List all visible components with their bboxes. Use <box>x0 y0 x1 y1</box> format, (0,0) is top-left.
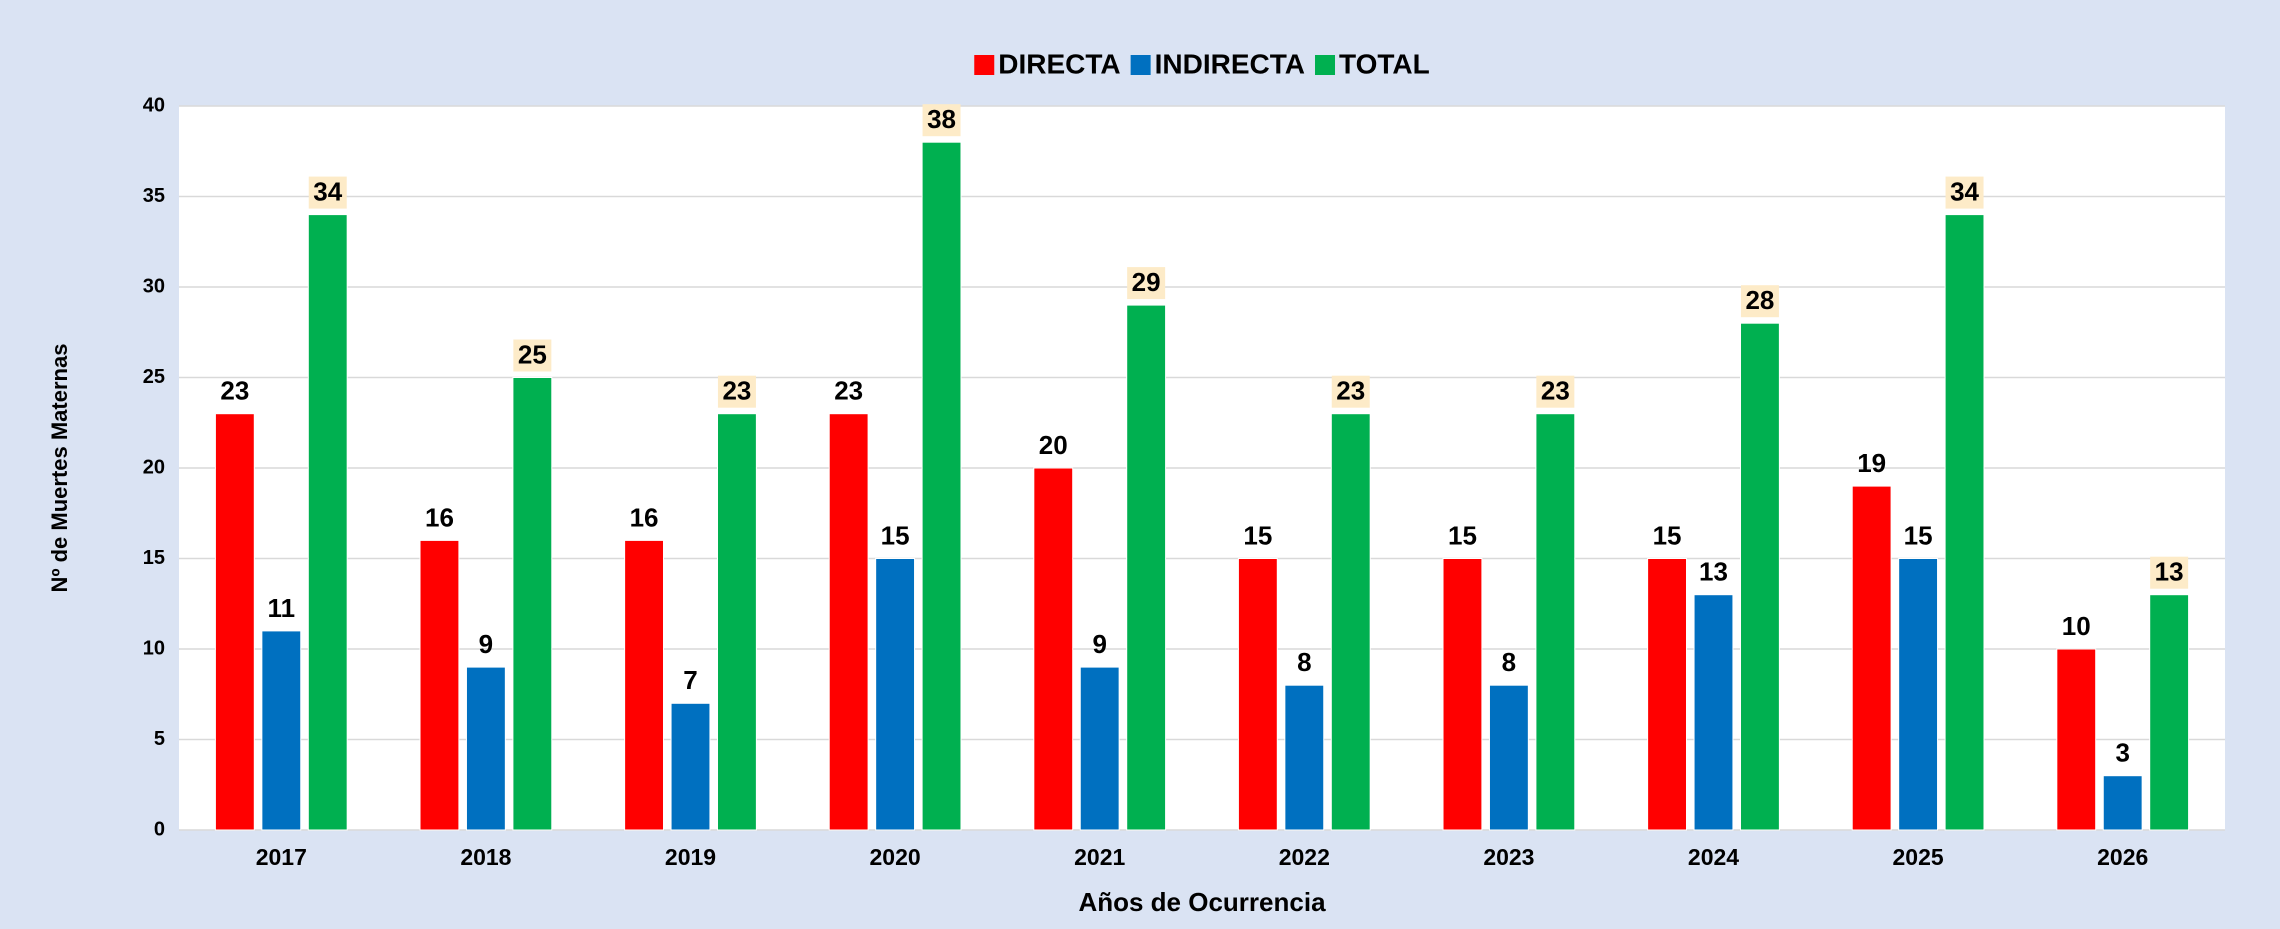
data-label: 38 <box>927 104 956 134</box>
bar <box>1284 684 1325 831</box>
bar <box>1535 413 1576 831</box>
label-background <box>1331 375 1370 408</box>
y-tick-label: 30 <box>143 275 165 297</box>
label-background <box>717 375 756 408</box>
y-tick-label: 0 <box>154 818 165 840</box>
label-background <box>922 104 961 137</box>
label-background <box>2150 556 2189 589</box>
label-background <box>513 339 552 372</box>
bar <box>921 141 962 831</box>
legend-label: INDIRECTA <box>1155 48 1305 79</box>
bar <box>2149 594 2190 831</box>
data-label: 8 <box>1297 647 1311 677</box>
legend-swatch <box>1315 55 1336 75</box>
bar <box>828 413 869 831</box>
bar <box>1330 413 1371 831</box>
x-tick-label: 2023 <box>1483 844 1534 870</box>
x-tick-label: 2024 <box>1688 844 1739 870</box>
bar <box>1944 214 1985 831</box>
bar <box>1647 558 1687 831</box>
data-label: 3 <box>2115 738 2129 768</box>
bar <box>2056 648 2097 831</box>
data-label: 8 <box>1502 647 1516 677</box>
x-tick-label: 2018 <box>460 844 511 870</box>
y-tick-label: 15 <box>143 547 165 569</box>
data-label: 34 <box>1950 176 1979 206</box>
bar <box>717 413 757 831</box>
legend-label: DIRECTA <box>998 48 1120 79</box>
data-label: 7 <box>683 665 697 695</box>
y-tick-label: 25 <box>143 366 165 388</box>
legend-swatch <box>974 55 995 75</box>
data-label: 15 <box>1904 520 1933 550</box>
bar <box>1488 684 1529 831</box>
label-background <box>1945 176 1984 209</box>
data-label: 15 <box>1653 520 1682 550</box>
bar <box>1442 558 1483 831</box>
data-label: 15 <box>1448 520 1477 550</box>
bar <box>1898 558 1939 831</box>
data-label: 10 <box>2062 611 2091 641</box>
data-label: 29 <box>1132 267 1161 297</box>
data-label: 23 <box>722 376 751 406</box>
y-tick-label: 40 <box>143 94 165 116</box>
y-tick-label: 10 <box>143 637 165 659</box>
x-tick-label: 2025 <box>1893 844 1944 870</box>
bar <box>465 666 506 831</box>
label-background <box>1740 285 1779 318</box>
data-label: 9 <box>479 629 493 659</box>
bar <box>419 539 460 831</box>
data-label: 9 <box>1092 629 1106 659</box>
data-label: 15 <box>881 520 910 550</box>
data-label: 28 <box>1745 285 1774 315</box>
x-tick-label: 2022 <box>1279 844 1330 870</box>
x-axis-title: Años de Ocurrencia <box>1078 887 1326 917</box>
legend-swatch <box>1130 55 1151 75</box>
bar <box>624 539 664 831</box>
label-background <box>308 176 347 209</box>
bar <box>512 377 553 831</box>
y-axis-title: Nº de Muertes Maternas <box>47 344 72 593</box>
x-tick-label: 2017 <box>256 844 307 870</box>
label-background <box>1536 375 1575 408</box>
data-label: 20 <box>1039 430 1068 460</box>
data-label: 19 <box>1857 448 1886 478</box>
legend-label: TOTAL <box>1339 48 1430 79</box>
x-tick-label: 2021 <box>1074 844 1125 870</box>
data-label: 23 <box>1336 376 1365 406</box>
data-label: 13 <box>1699 557 1728 587</box>
data-label: 16 <box>425 502 454 532</box>
bar <box>261 630 302 831</box>
bar <box>1079 666 1120 831</box>
data-label: 23 <box>220 376 249 406</box>
data-label: 13 <box>2155 557 2184 587</box>
bar <box>1237 558 1278 831</box>
data-label: 23 <box>1541 376 1570 406</box>
data-label: 11 <box>268 593 296 623</box>
bar <box>875 558 916 831</box>
bar <box>1740 322 1780 831</box>
label-background <box>1127 267 1166 300</box>
x-tick-label: 2026 <box>2097 844 2148 870</box>
bar <box>670 702 711 831</box>
bar <box>307 214 348 831</box>
bar <box>214 413 255 831</box>
bar <box>1033 467 1074 831</box>
x-tick-label: 2019 <box>665 844 716 870</box>
data-label: 23 <box>834 376 863 406</box>
bar <box>1693 594 1734 831</box>
data-label: 25 <box>518 339 547 369</box>
data-label: 16 <box>630 502 659 532</box>
x-tick-label: 2020 <box>870 844 921 870</box>
y-tick-label: 35 <box>143 185 165 207</box>
y-tick-label: 20 <box>143 456 165 478</box>
bar <box>1126 304 1167 831</box>
data-label: 34 <box>313 176 342 206</box>
bar <box>2102 775 2143 831</box>
data-label: 15 <box>1243 520 1272 550</box>
y-tick-label: 5 <box>154 728 165 750</box>
bar <box>1851 485 1892 831</box>
